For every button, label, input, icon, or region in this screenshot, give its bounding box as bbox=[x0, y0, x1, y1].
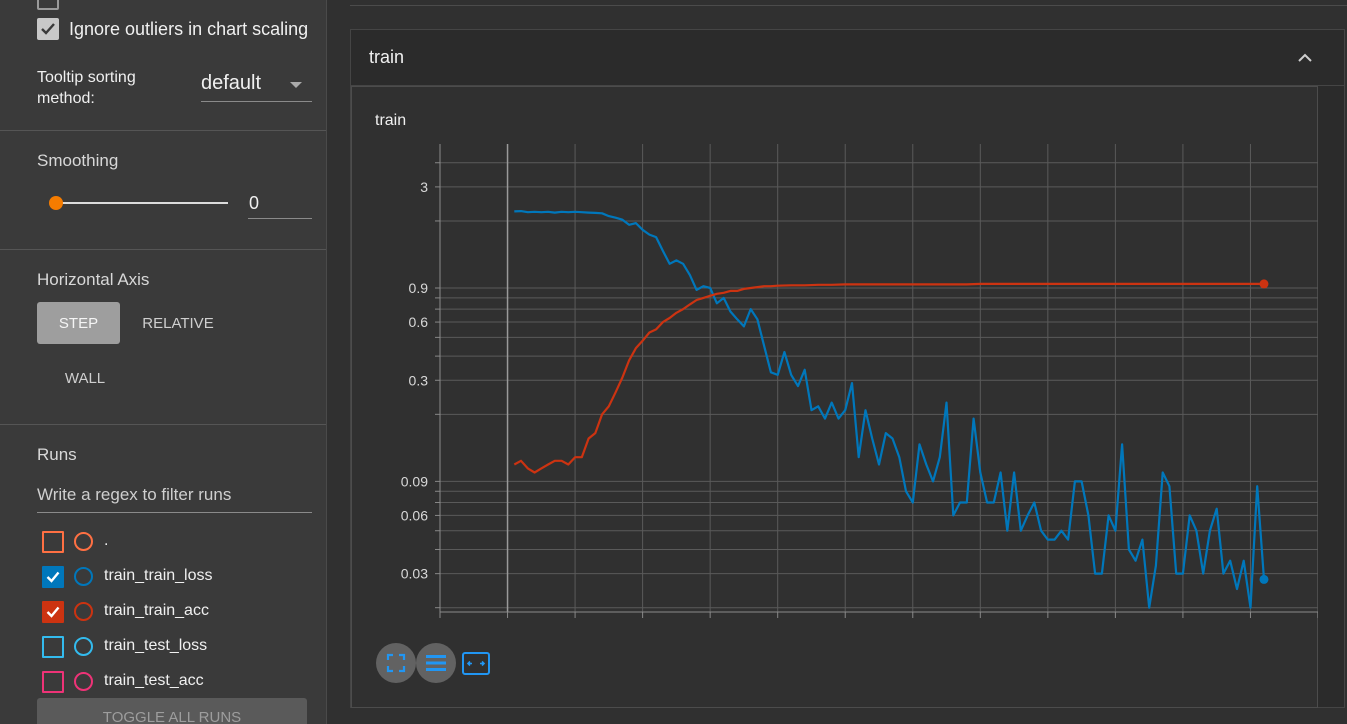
run-checkbox[interactable] bbox=[42, 531, 64, 553]
previous-card-edge bbox=[350, 0, 1347, 6]
cut-off-checkbox[interactable] bbox=[37, 0, 59, 10]
run-label: train_train_loss bbox=[104, 567, 213, 584]
tooltip-sorting-select[interactable]: default bbox=[201, 70, 312, 102]
check-icon bbox=[46, 571, 60, 583]
y-tick-label: 0.09 bbox=[401, 473, 428, 489]
run-row[interactable]: train_train_acc bbox=[37, 599, 312, 629]
runs-filter-input[interactable]: Write a regex to filter runs bbox=[37, 480, 312, 513]
card-title: train bbox=[369, 47, 405, 67]
series-line-train_train_acc bbox=[513, 282, 1264, 474]
run-row[interactable]: train_test_acc bbox=[37, 669, 312, 699]
run-checkbox[interactable] bbox=[42, 671, 64, 693]
ignore-outliers-checkbox[interactable] bbox=[37, 18, 59, 40]
y-tick-label: 0.03 bbox=[401, 566, 428, 582]
run-label: train_train_acc bbox=[104, 602, 209, 619]
series-line-train_train_loss bbox=[514, 209, 1266, 609]
card-header[interactable]: train bbox=[350, 29, 1345, 85]
run-label: train_test_loss bbox=[104, 637, 208, 654]
run-checkbox[interactable] bbox=[42, 566, 64, 588]
run-checkbox[interactable] bbox=[42, 636, 64, 658]
smoothing-input[interactable]: 0 bbox=[248, 189, 312, 219]
chart-container bbox=[351, 86, 1318, 708]
horizontal-axis-relative-button[interactable]: RELATIVE bbox=[142, 314, 214, 332]
run-color-circle[interactable] bbox=[74, 602, 93, 621]
run-color-circle[interactable] bbox=[74, 532, 93, 551]
smoothing-value: 0 bbox=[249, 193, 260, 213]
chevron-up-icon[interactable] bbox=[1293, 46, 1317, 70]
horizontal-axis-wall-button[interactable]: WALL bbox=[64, 369, 106, 387]
fullscreen-icon bbox=[386, 653, 406, 673]
tooltip-sorting-value: default bbox=[201, 72, 262, 94]
run-label: . bbox=[104, 532, 109, 549]
ignore-outliers-label: Ignore outliers in chart scaling bbox=[69, 19, 309, 39]
y-tick-label: 0.9 bbox=[409, 280, 429, 296]
run-color-circle[interactable] bbox=[74, 567, 93, 586]
run-label: train_test_acc bbox=[104, 672, 204, 689]
horizontal-axis-step-button[interactable]: STEP bbox=[37, 302, 120, 344]
divider bbox=[0, 424, 326, 425]
fit-domain-icon[interactable] bbox=[459, 648, 493, 680]
sidebar: Ignore outliers in chart scaling Tooltip… bbox=[0, 0, 327, 724]
series-end-point-train_train_acc bbox=[1259, 279, 1269, 289]
smoothing-title: Smoothing bbox=[37, 151, 119, 170]
run-row[interactable]: train_test_loss bbox=[37, 634, 312, 664]
chart-title: train bbox=[375, 112, 407, 129]
divider bbox=[0, 130, 326, 131]
run-row[interactable]: train_train_loss bbox=[37, 564, 312, 594]
smoothing-slider-track[interactable] bbox=[56, 202, 228, 204]
fullscreen-button[interactable] bbox=[376, 643, 416, 683]
dropdown-caret-icon bbox=[290, 82, 302, 88]
toggle-log-scale-button[interactable] bbox=[416, 643, 456, 683]
horizontal-axis-title: Horizontal Axis bbox=[37, 270, 150, 289]
check-icon bbox=[46, 606, 60, 618]
divider bbox=[0, 249, 326, 250]
toggle-all-runs-button[interactable]: TOGGLE ALL RUNS bbox=[37, 698, 307, 724]
run-color-circle[interactable] bbox=[74, 672, 93, 691]
smoothing-slider-thumb[interactable] bbox=[49, 196, 63, 210]
y-tick-label: 0.3 bbox=[409, 372, 429, 388]
run-row[interactable]: . bbox=[37, 529, 312, 559]
menu-lines-icon bbox=[426, 655, 446, 671]
runs-filter-placeholder: Write a regex to filter runs bbox=[37, 485, 232, 504]
run-checkbox[interactable] bbox=[42, 601, 64, 623]
series-end-point-train_train_loss bbox=[1259, 574, 1269, 584]
y-tick-label: 0.6 bbox=[409, 314, 429, 330]
tooltip-sorting-label: Tooltip sorting method: bbox=[37, 69, 136, 107]
run-color-circle[interactable] bbox=[74, 637, 93, 656]
y-tick-label: 3 bbox=[420, 179, 428, 195]
y-tick-label: 0.06 bbox=[401, 507, 428, 523]
chart[interactable]: 01k2k3k4k5k6k7k8k9k10k11k0.030.060.090.3… bbox=[352, 86, 1318, 626]
runs-title: Runs bbox=[37, 445, 77, 464]
